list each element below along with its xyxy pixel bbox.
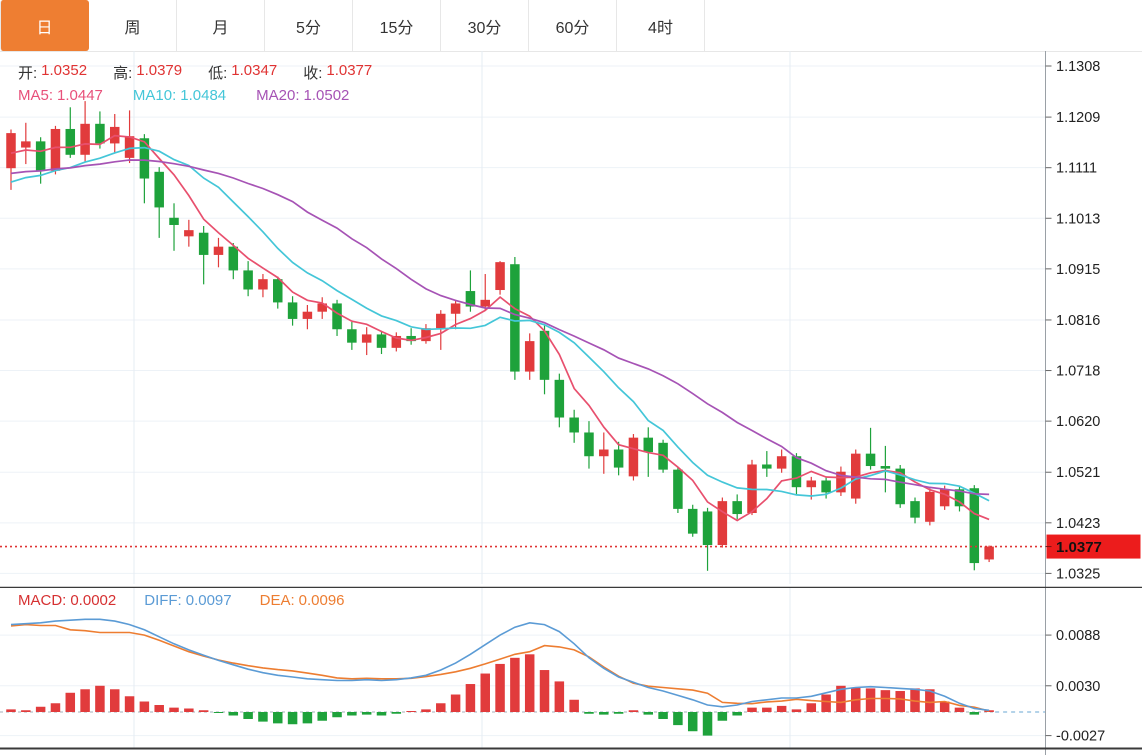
period-tabbar: 日 周 月 5分 15分 30分 60分 4时	[0, 0, 1142, 52]
svg-text:1.1013: 1.1013	[1056, 211, 1100, 227]
svg-text:1.0423: 1.0423	[1056, 516, 1100, 532]
macd-histogram	[6, 654, 994, 736]
macd-gridlines	[0, 588, 1046, 748]
candlestick-layer	[6, 101, 994, 571]
ma20-line	[10, 159, 990, 496]
tab-week[interactable]: 周	[89, 0, 177, 51]
diff-line	[10, 618, 990, 712]
macd-chart-canvas[interactable]: 0.0088 0.0030 -0.0027	[0, 588, 1142, 755]
price-gridlines	[0, 51, 1046, 584]
svg-text:0.0030: 0.0030	[1056, 679, 1100, 695]
svg-text:1.0620: 1.0620	[1056, 414, 1100, 430]
price-chart-canvas[interactable]: 1.1308 1.1209 1.1111 1.1013 1.0915 1.0816 1.07…	[0, 51, 1142, 588]
macd-axis: 0.0088 0.0030 -0.0027	[1045, 588, 1105, 755]
svg-text:1.1111: 1.1111	[1056, 161, 1097, 177]
svg-text:1.0377: 1.0377	[1056, 539, 1102, 556]
svg-text:1.0718: 1.0718	[1056, 364, 1100, 380]
tab-5min[interactable]: 5分	[265, 0, 353, 51]
svg-text:0.0088: 0.0088	[1056, 628, 1100, 644]
tab-15min[interactable]: 15分	[353, 0, 441, 51]
svg-text:1.0816: 1.0816	[1056, 313, 1100, 329]
last-price-badge: 1.0377	[1045, 534, 1141, 559]
svg-text:1.1308: 1.1308	[1056, 59, 1100, 75]
tab-60min[interactable]: 60分	[529, 0, 617, 51]
svg-text:1.1209: 1.1209	[1056, 110, 1100, 126]
ma5-line	[10, 134, 990, 522]
svg-text:1.0915: 1.0915	[1056, 262, 1100, 278]
price-axis: 1.1308 1.1209 1.1111 1.1013 1.0915 1.0816 1.07…	[1045, 51, 1100, 588]
tab-day[interactable]: 日	[0, 0, 89, 51]
svg-text:1.0521: 1.0521	[1056, 465, 1100, 481]
tab-30min[interactable]: 30分	[441, 0, 529, 51]
tab-4hour[interactable]: 4时	[617, 0, 705, 51]
svg-text:-0.0027: -0.0027	[1056, 729, 1105, 745]
svg-text:1.0325: 1.0325	[1056, 566, 1100, 582]
dea-line	[10, 623, 990, 712]
ma10-line	[10, 146, 990, 502]
tab-month[interactable]: 月	[177, 0, 265, 51]
